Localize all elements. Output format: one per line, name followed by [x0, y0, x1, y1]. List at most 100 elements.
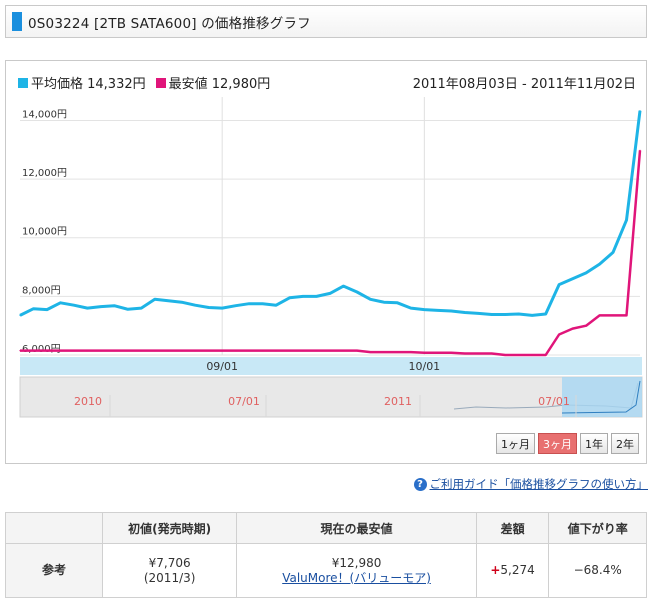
- data-point-avg: [545, 313, 547, 315]
- data-point-avg: [625, 219, 628, 221]
- diff-value: 5,274: [500, 563, 535, 578]
- data-point-avg: [504, 313, 506, 316]
- data-point-min: [140, 350, 142, 352]
- x-axis-band: [20, 357, 642, 375]
- data-point-avg: [127, 308, 129, 310]
- data-point-avg: [154, 298, 156, 300]
- initial-price-value: ¥7,706: [148, 556, 191, 571]
- range-navigator[interactable]: 2010 07/01 2011 07/01: [19, 376, 643, 418]
- page-title: 0S03224 [2TB SATA600] の価格推移グラフ: [28, 15, 311, 32]
- y-tick-label: 10,000円: [22, 227, 67, 238]
- data-point-avg: [572, 278, 574, 280]
- period-button-3m[interactable]: 3ヶ月: [538, 433, 577, 454]
- cell-drop-rate: −68.4%: [548, 543, 647, 598]
- data-point-min: [100, 350, 102, 352]
- period-button-2y[interactable]: 2年: [611, 433, 639, 454]
- data-point-avg: [302, 295, 304, 297]
- data-point-avg: [46, 308, 48, 311]
- data-point-avg: [491, 313, 493, 316]
- data-point-min: [639, 149, 641, 151]
- navigator-selection-series: [561, 380, 641, 414]
- legend-label-avg: 平均価格 14,332円: [31, 77, 146, 92]
- navigator-selection[interactable]: [562, 377, 642, 417]
- data-point-min: [288, 350, 291, 352]
- navigator-background[interactable]: [19, 376, 643, 418]
- data-point-avg: [598, 263, 601, 265]
- chart-legend: 平均価格 14,332円 最安値 12,980円: [18, 73, 280, 92]
- data-point-avg: [329, 292, 331, 295]
- y-tick-label: 8,000円: [22, 285, 61, 296]
- data-point-avg: [518, 313, 520, 315]
- navigator-label: 2011: [384, 395, 412, 408]
- series-line-avg: [19, 110, 642, 317]
- data-point-avg: [59, 302, 62, 304]
- table-corner: [5, 512, 103, 544]
- legend-swatch-min: [155, 77, 166, 88]
- data-point-avg: [356, 291, 358, 293]
- series-layer: [19, 110, 642, 357]
- data-point-min: [464, 352, 466, 355]
- legend-item-avg[interactable]: 平均価格 14,332円: [18, 73, 146, 92]
- initial-price-date: (2011/3): [143, 570, 196, 585]
- data-point-min: [450, 352, 452, 354]
- data-point-avg: [450, 310, 452, 312]
- data-point-avg: [86, 307, 88, 309]
- data-point-min: [73, 350, 75, 352]
- x-tick-label: 09/01: [206, 360, 238, 373]
- table-header-row: 初値(発売時期) 現在の最安値 差額 値下がり率: [5, 512, 647, 544]
- date-range: 2011年08月03日 - 2011年11月02日: [412, 77, 636, 92]
- data-point-avg: [221, 307, 223, 309]
- data-point-min: [19, 350, 21, 352]
- guide-link-text[interactable]: ご利用ガイド「価格推移グラフの使い方」: [429, 477, 649, 491]
- data-point-min: [558, 333, 560, 336]
- period-button-1y[interactable]: 1年: [580, 433, 608, 454]
- data-point-avg: [113, 305, 115, 307]
- data-point-avg: [194, 304, 196, 306]
- data-point-min: [598, 314, 601, 317]
- data-point-min: [491, 352, 493, 355]
- navigator-label: 07/01: [538, 395, 570, 408]
- data-point-avg: [464, 311, 466, 314]
- data-point-avg: [383, 301, 385, 303]
- data-point-avg: [410, 307, 412, 309]
- data-point-avg: [235, 305, 237, 307]
- data-point-min: [275, 350, 277, 352]
- data-point-avg: [275, 304, 277, 306]
- header-drop-rate: 値下がり率: [548, 512, 647, 544]
- data-point-min: [369, 351, 372, 353]
- data-point-min: [329, 350, 331, 352]
- data-point-avg: [558, 284, 560, 286]
- legend-label-min: 最安値 12,980円: [168, 77, 271, 92]
- table-row: 参考 ¥7,706 (2011/3) ¥12,980 ValuMore！(バリュ…: [5, 543, 647, 598]
- x-axis: 09/01 10/01: [20, 357, 642, 375]
- legend-item-min[interactable]: 最安値 12,980円: [155, 73, 271, 92]
- data-point-min: [504, 354, 506, 356]
- data-point-min: [46, 350, 48, 352]
- chart-frame: 平均価格 14,332円 最安値 12,980円 2011年08月03日 - 2…: [5, 60, 647, 464]
- shop-link[interactable]: ValuMore！(バリューモア): [282, 570, 431, 585]
- y-tick-label: 14,000円: [22, 109, 67, 120]
- header-current-min: 現在の最安値: [236, 512, 477, 544]
- data-point-avg: [369, 298, 372, 300]
- data-point-min: [32, 350, 35, 352]
- data-point-min: [262, 350, 264, 352]
- data-point-avg: [477, 312, 479, 314]
- data-point-min: [410, 351, 412, 353]
- y-tick-label: 12,000円: [22, 168, 67, 179]
- legend-swatch-avg: [18, 77, 28, 88]
- data-point-min: [545, 354, 547, 356]
- guide-link[interactable]: ? ご利用ガイド「価格推移グラフの使い方」: [413, 476, 649, 492]
- period-buttons: 1ヶ月 3ヶ月 1年 2年: [493, 433, 639, 454]
- data-point-min: [315, 350, 318, 352]
- navigator-label: 07/01: [228, 395, 260, 408]
- grid-lines: [20, 97, 640, 356]
- data-point-avg: [396, 302, 398, 304]
- period-button-1m[interactable]: 1ヶ月: [496, 433, 535, 454]
- data-point-avg: [19, 314, 21, 317]
- title-accent-bar: [12, 12, 22, 31]
- cell-initial-price: ¥7,706 (2011/3): [101, 543, 238, 598]
- data-point-min: [625, 314, 628, 317]
- header-initial-price: 初値(発売時期): [101, 512, 238, 544]
- data-point-avg: [342, 285, 345, 287]
